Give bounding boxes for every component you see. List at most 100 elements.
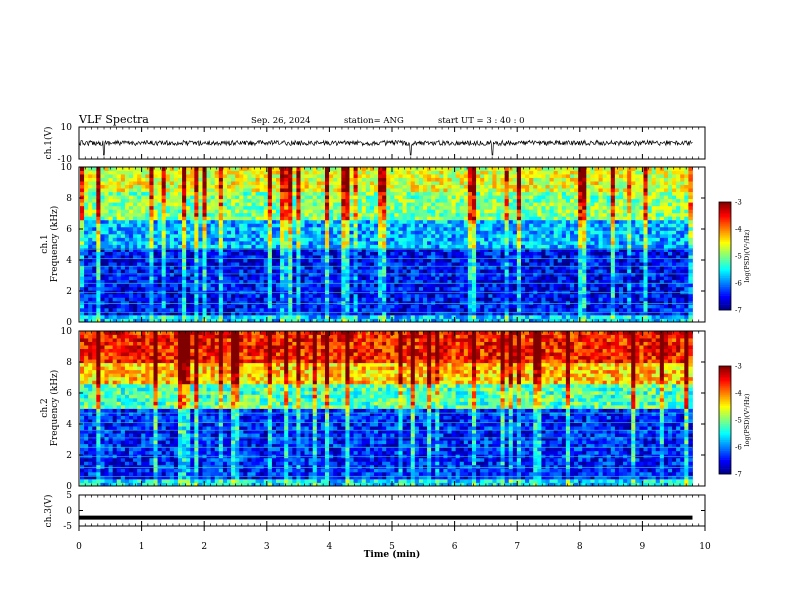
ch1-spectrogram-cell (300, 286, 305, 291)
ch1-spectrogram-cell (222, 230, 228, 235)
ch1-spectrogram-cell (263, 230, 269, 235)
ch1-spectrogram-cell (398, 181, 403, 186)
ch1-spectrogram-cell (320, 248, 326, 252)
ch1-spectrogram-cell (345, 314, 350, 319)
ch1-spectrogram-cell (165, 216, 171, 221)
ch1-spectrogram-cell (210, 219, 216, 224)
ch1-spectrogram-cell (324, 205, 330, 210)
ch1-spectrogram-cell (414, 272, 420, 277)
ch1-spectrogram-cell (169, 286, 175, 291)
ch1-spectrogram-cell (161, 314, 167, 319)
ch1-spectrogram-cell (267, 212, 273, 217)
ch1-spectrogram-cell (418, 216, 424, 221)
ch1-spectrogram-cell (496, 248, 501, 252)
ch1-spectrogram-cell (275, 226, 281, 231)
ch1-spectrogram-cell (227, 233, 232, 238)
ch1-spectrogram-cell (463, 167, 469, 171)
ch1-spectrogram-cell (390, 297, 395, 302)
ch1-spectrogram-cell (263, 212, 269, 217)
ch1-spectrogram-cell (373, 283, 379, 288)
ch1-spectrogram-cell (520, 276, 526, 281)
ch1-spectrogram-cell (271, 304, 277, 309)
ch1-spectrogram-cell (492, 212, 497, 217)
ch1-spectrogram-cell (427, 262, 432, 267)
ch1-spectrogram-cell (100, 233, 105, 238)
ch1-spectrogram-cell (288, 307, 293, 312)
ch1-spectrogram-cell (329, 272, 334, 277)
ch1-spectrogram-cell (255, 314, 261, 319)
ch1-spectrogram-cell (100, 191, 105, 196)
ch1-spectrogram-cell (251, 244, 256, 249)
ch1-spectrogram-cell (451, 167, 457, 171)
ch1-spectrogram-cell (484, 205, 489, 210)
ch1-spectrogram-cell (247, 248, 252, 252)
ch1-spectrogram-cell (88, 216, 93, 221)
ch1-spectrogram-cell (435, 212, 440, 217)
ch1-spectrogram-cell (312, 184, 318, 189)
ch1-spectrogram-cell (80, 314, 85, 319)
ch1-spectrogram-cell (512, 276, 518, 281)
ch1-spectrogram-cell (104, 167, 109, 171)
ch1-spectrogram-cell (463, 297, 469, 302)
ch1-spectrogram-cell (324, 226, 330, 231)
ch1-spectrogram-cell (492, 188, 497, 193)
ch1-spectrogram-cell (80, 240, 85, 245)
ch1-spectrogram-cell (320, 297, 326, 302)
ch1-spectrogram-cell (186, 307, 191, 312)
ch1-spectrogram-cell (320, 269, 326, 274)
ch1-spectrogram-cell (120, 184, 126, 189)
ch1-spectrogram-cell (259, 272, 265, 277)
ch1-spectrogram-cell (296, 205, 301, 210)
ch1-spectrogram-cell (133, 202, 138, 207)
ch1-spectrogram-cell (520, 251, 526, 256)
ch1-spectrogram-cell (259, 293, 265, 298)
ch1-spectrogram-cell (284, 198, 289, 203)
ch1-spectrogram-cell (275, 177, 281, 182)
ch1-spectrogram-cell (275, 198, 281, 203)
ch1-spectrogram-cell (414, 293, 420, 298)
ch1-spectrogram-cell (329, 205, 334, 210)
ch1-spectrogram-cell (100, 212, 105, 217)
ch1-spectrogram-cell (96, 311, 101, 316)
ch1-spectrogram-cell (214, 205, 220, 210)
ch1-spectrogram-cell (382, 255, 387, 259)
ch1-spectrogram-cell (512, 269, 518, 274)
ch1-spectrogram-cell (145, 311, 150, 316)
ch1-spectrogram-cell (345, 283, 350, 288)
ch1-spectrogram-cell (80, 198, 85, 203)
ch1-spectrogram-cell (476, 272, 481, 277)
ch1-spectrogram-cell (145, 226, 150, 231)
ch1-spectrogram-cell (398, 272, 403, 277)
ch1-spectrogram-cell (267, 170, 273, 175)
ch1-spectrogram-cell (471, 276, 477, 281)
ch1-spectrogram-cell (104, 314, 109, 319)
ch1-spectrogram-cell (427, 248, 432, 252)
ch1-spectrogram-cell (157, 188, 163, 193)
ch1-spectrogram-cell (378, 276, 383, 281)
ch1-spectrogram-cell (439, 226, 444, 231)
ch1-spectrogram-cell (112, 258, 118, 263)
ch1-spectrogram-cell (104, 244, 109, 249)
ch1-spectrogram-cell (169, 205, 175, 210)
ch1-spectrogram-cell (120, 314, 126, 319)
ch1-spectrogram-cell (504, 300, 510, 305)
ch1-spectrogram-cell (275, 251, 281, 256)
ch1-spectrogram-cell (500, 251, 506, 256)
ch1-spectrogram-cell (451, 219, 457, 224)
ch1-spectrogram-cell (471, 262, 477, 267)
ch1-spectrogram-cell (214, 191, 220, 196)
ch1-spectrogram-cell (120, 188, 126, 193)
ch1-spectrogram-cell (431, 188, 436, 193)
ch1-spectrogram-cell (345, 170, 350, 175)
ch1-spectrogram-cell (182, 167, 187, 171)
ch1-spectrogram-cell (480, 279, 485, 284)
ch1-spectrogram-cell (329, 262, 334, 267)
ch1-spectrogram-cell (235, 276, 240, 281)
ch1-spectrogram-cell (459, 195, 465, 200)
ch1-spectrogram-cell (194, 240, 199, 245)
ch1-spectrogram-cell (333, 230, 338, 235)
ch1-spectrogram-cell (88, 307, 93, 312)
ch1-spectrogram-cell (361, 265, 367, 270)
ch1-spectrogram-cell (500, 188, 506, 193)
ch1-spectrogram-cell (173, 283, 179, 288)
